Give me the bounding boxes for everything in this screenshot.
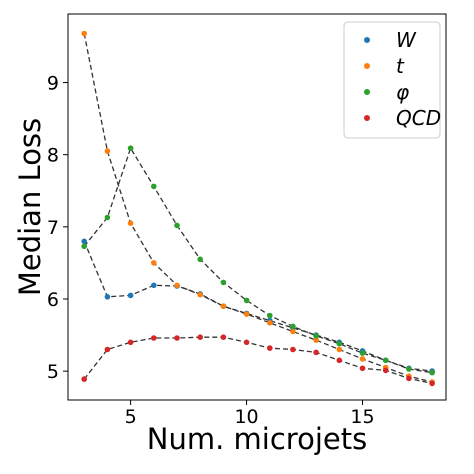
data-point-s1-0 bbox=[81, 30, 87, 37]
data-point-s0-0 bbox=[81, 238, 87, 245]
data-point-s3-13 bbox=[382, 367, 389, 374]
data-point-s1-1 bbox=[104, 148, 111, 154]
data-point-s3-1 bbox=[104, 346, 111, 353]
data-point-s3-6 bbox=[220, 334, 227, 341]
legend-label-3: QCD bbox=[396, 106, 441, 130]
data-point-s1-2 bbox=[127, 220, 134, 226]
series-layer bbox=[81, 30, 435, 387]
series-line-2 bbox=[83, 146, 433, 374]
data-point-s0-3 bbox=[151, 282, 157, 289]
data-point-s3-4 bbox=[174, 335, 180, 341]
data-point-s1-4 bbox=[174, 282, 180, 289]
data-point-s2-14 bbox=[406, 366, 412, 372]
data-point-s2-2 bbox=[127, 145, 134, 151]
data-point-s2-12 bbox=[359, 350, 366, 356]
data-point-s1-11 bbox=[336, 346, 343, 353]
legend-label-2: φ bbox=[396, 80, 409, 104]
legend-box bbox=[343, 21, 441, 139]
data-point-s0-1 bbox=[104, 294, 111, 300]
data-point-s2-1 bbox=[104, 214, 111, 221]
series-line-3 bbox=[83, 336, 433, 385]
axes-layer: 5 10 15 5 6 7 8 9 bbox=[47, 13, 447, 428]
y-tick-label-1: 6 bbox=[47, 289, 59, 311]
data-point-s1-5 bbox=[197, 291, 203, 298]
x-tick-label-1: 10 bbox=[234, 406, 258, 428]
series-line-0 bbox=[83, 241, 433, 372]
y-tick-label-2: 7 bbox=[47, 217, 59, 239]
data-point-s1-7 bbox=[243, 311, 250, 317]
data-point-s3-3 bbox=[151, 335, 157, 341]
data-point-s0-2 bbox=[127, 292, 134, 299]
series-line-1 bbox=[83, 33, 433, 383]
data-point-s3-5 bbox=[197, 334, 203, 341]
y-tick-label-3: 8 bbox=[47, 145, 59, 167]
data-point-s2-5 bbox=[197, 256, 203, 263]
data-point-s2-15 bbox=[429, 369, 435, 376]
x-tick-label-0: 5 bbox=[125, 406, 137, 428]
data-point-s3-2 bbox=[127, 339, 134, 346]
data-point-s1-8 bbox=[267, 320, 273, 326]
x-axis-title: Num. microjets bbox=[147, 422, 367, 456]
data-point-s3-15 bbox=[429, 380, 435, 387]
data-point-s3-8 bbox=[267, 345, 273, 351]
legend-marker-0 bbox=[364, 37, 370, 43]
data-point-s3-11 bbox=[336, 357, 343, 364]
data-point-s1-12 bbox=[359, 356, 366, 362]
data-point-s1-3 bbox=[151, 260, 157, 266]
data-point-s3-14 bbox=[406, 375, 412, 382]
y-axis-title: Median Loss bbox=[13, 118, 47, 296]
x-tick-label-2: 15 bbox=[350, 406, 374, 428]
data-point-s2-10 bbox=[313, 333, 319, 339]
data-point-s2-13 bbox=[382, 357, 389, 364]
data-point-s2-4 bbox=[174, 222, 180, 229]
data-point-s2-8 bbox=[267, 312, 273, 319]
data-point-s2-0 bbox=[81, 243, 87, 250]
y-tick-label-4: 9 bbox=[47, 73, 59, 95]
data-point-s2-7 bbox=[243, 297, 250, 304]
data-point-s1-6 bbox=[220, 303, 227, 310]
axes-frame bbox=[67, 13, 447, 401]
data-point-s3-9 bbox=[290, 346, 296, 353]
data-point-s3-10 bbox=[313, 349, 319, 356]
data-point-s3-12 bbox=[359, 365, 366, 372]
data-point-s1-9 bbox=[290, 328, 296, 335]
y-tick-label-0: 5 bbox=[47, 361, 59, 383]
data-point-s2-3 bbox=[151, 183, 157, 190]
data-point-s3-7 bbox=[243, 339, 250, 346]
legend-label-0: W bbox=[396, 28, 417, 52]
data-point-s2-9 bbox=[290, 323, 296, 330]
legend-label-1: t bbox=[396, 54, 405, 78]
legend-marker-1 bbox=[364, 63, 370, 69]
legend-marker-3 bbox=[364, 115, 370, 121]
data-point-s2-11 bbox=[336, 340, 343, 347]
data-point-s3-0 bbox=[81, 376, 87, 382]
data-point-s2-6 bbox=[220, 279, 227, 286]
data-point-s1-10 bbox=[313, 337, 319, 343]
legend-marker-2 bbox=[364, 89, 370, 95]
